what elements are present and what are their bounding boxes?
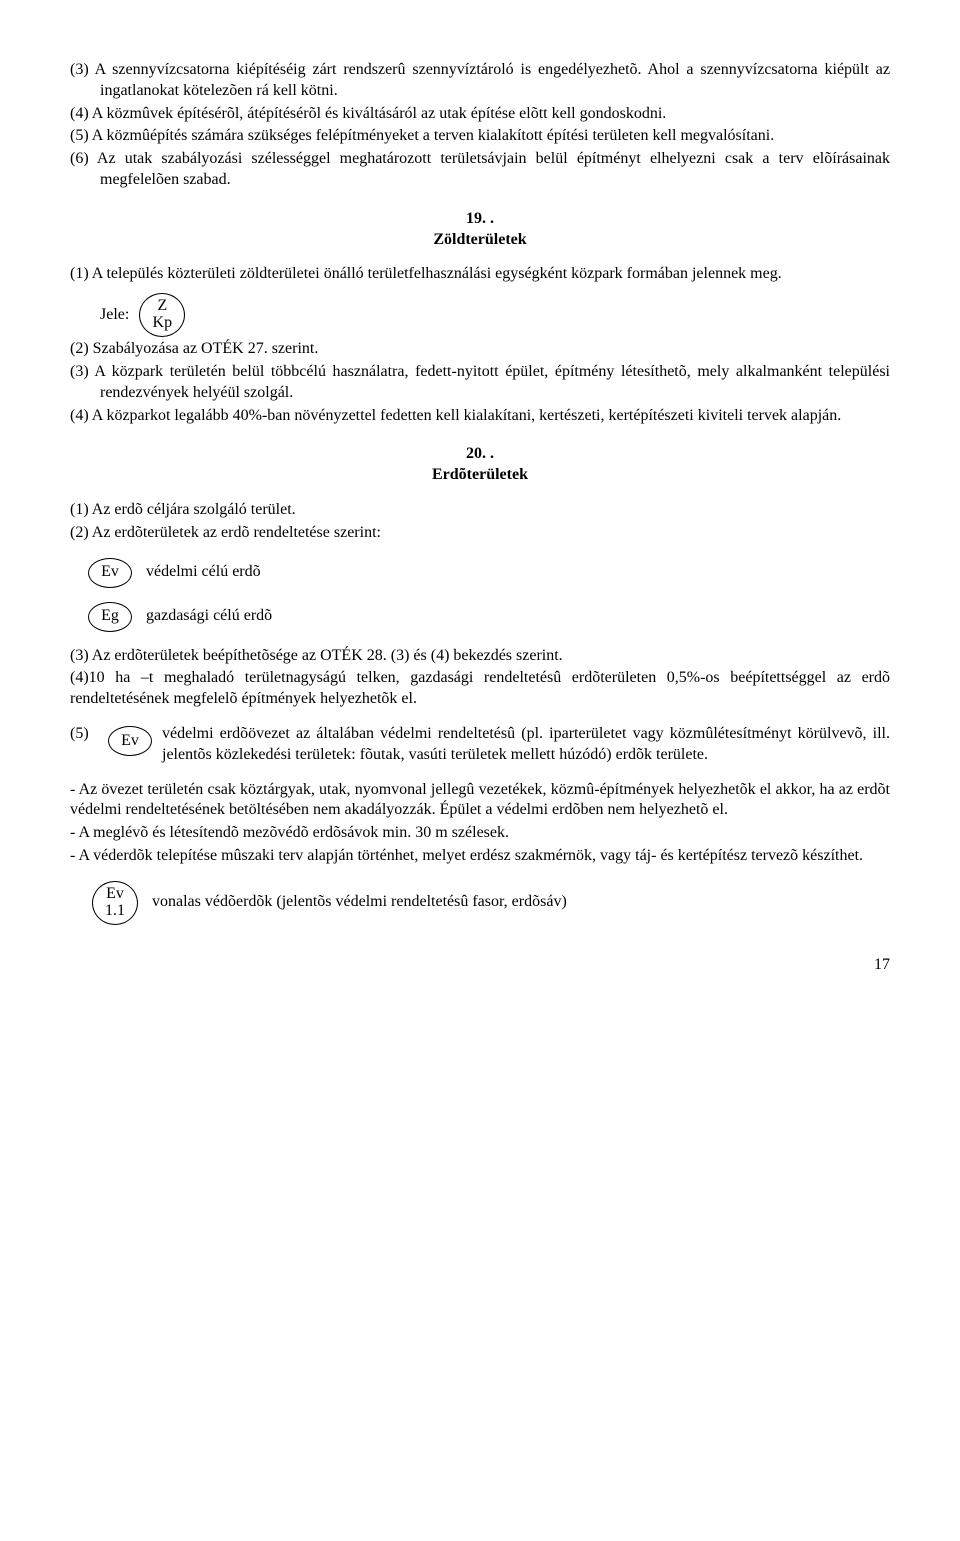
para-4: (4) A közmûvek építésérõl, átépítésérõl … bbox=[70, 104, 890, 125]
zone-code-z-kp: Z Kp bbox=[139, 293, 185, 337]
sec20-dash3: - A véderdõk telepítése mûszaki terv ala… bbox=[70, 846, 890, 867]
jele-row: Jele: Z Kp bbox=[100, 293, 890, 337]
sec20-p5-row: (5) Ev védelmi erdõövezet az általában v… bbox=[70, 724, 890, 766]
ev-label: védelmi célú erdõ bbox=[146, 562, 261, 583]
section-20-title: Erdõterületek bbox=[432, 466, 528, 483]
sec19-p1: (1) A település közterületi zöldterülete… bbox=[70, 264, 890, 285]
eg-label: gazdasági célú erdõ bbox=[146, 606, 272, 627]
section-20-num: 20. . bbox=[466, 445, 494, 462]
zone-code-ev-inline: Ev bbox=[108, 726, 152, 756]
sec20-p2: (2) Az erdõterületek az erdõ rendeltetés… bbox=[70, 523, 890, 544]
zone-code-ev: Ev bbox=[88, 558, 132, 588]
eg-row: Eg gazdasági célú erdõ bbox=[88, 602, 890, 632]
ev11-label: vonalas védõerdõk (jelentõs védelmi rend… bbox=[152, 892, 567, 913]
ev-row: Ev védelmi célú erdõ bbox=[88, 558, 890, 588]
zone-code-eg: Eg bbox=[88, 602, 132, 632]
para-3: (3) A szennyvízcsatorna kiépítéséig zárt… bbox=[70, 60, 890, 102]
zone-code-top: Z bbox=[157, 298, 167, 315]
section-19-title: Zöldterületek bbox=[433, 231, 526, 248]
sec20-dash1: - Az övezet területén csak köztárgyak, u… bbox=[70, 780, 890, 822]
section-20-heading: 20. . Erdõterületek bbox=[70, 444, 890, 486]
sec20-p1: (1) Az erdõ céljára szolgáló terület. bbox=[70, 500, 890, 521]
ev11-row: Ev 1.1 vonalas védõerdõk (jelentõs védel… bbox=[92, 881, 890, 925]
sec20-p5-num: (5) bbox=[70, 724, 98, 745]
sec20-p3: (3) Az erdõterületek beépíthetõsége az O… bbox=[70, 646, 890, 667]
page-number: 17 bbox=[70, 955, 890, 976]
sec19-p4: (4) A közparkot legalább 40%-ban növényz… bbox=[70, 406, 890, 427]
ev11-bot: 1.1 bbox=[105, 903, 125, 920]
jele-label: Jele: bbox=[100, 305, 129, 326]
zone-code-ev-1-1: Ev 1.1 bbox=[92, 881, 138, 925]
sec19-p2: (2) Szabályozása az OTÉK 27. szerint. bbox=[70, 339, 890, 360]
section-19-num: 19. . bbox=[466, 210, 494, 227]
sec20-p5-text: védelmi erdõövezet az általában védelmi … bbox=[162, 724, 890, 766]
ev11-top: Ev bbox=[106, 886, 124, 903]
sec20-dash2: - A meglévõ és létesítendõ mezõvédõ erdõ… bbox=[70, 823, 890, 844]
zone-code-bot: Kp bbox=[153, 315, 173, 332]
sec19-p3: (3) A közpark területén belül többcélú h… bbox=[70, 362, 890, 404]
sec20-p4: (4)10 ha –t meghaladó területnagyságú te… bbox=[70, 668, 890, 710]
para-6: (6) Az utak szabályozási szélességgel me… bbox=[70, 149, 890, 191]
para-5: (5) A közmûépítés számára szükséges felé… bbox=[70, 126, 890, 147]
section-19-heading: 19. . Zöldterületek bbox=[70, 209, 890, 251]
